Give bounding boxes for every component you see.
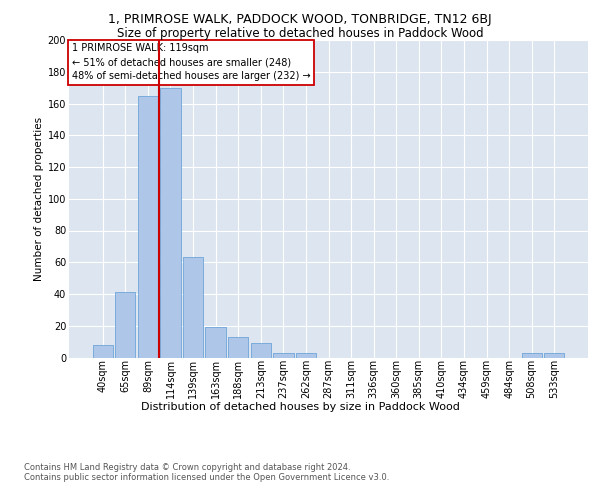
Text: Size of property relative to detached houses in Paddock Wood: Size of property relative to detached ho…	[116, 28, 484, 40]
Bar	[205, 328, 226, 358]
Text: Contains public sector information licensed under the Open Government Licence v3: Contains public sector information licen…	[24, 474, 389, 482]
Bar	[544, 352, 565, 358]
Bar	[138, 96, 158, 358]
Bar	[296, 352, 316, 358]
Bar	[115, 292, 136, 358]
Bar	[273, 352, 293, 358]
Text: 1, PRIMROSE WALK, PADDOCK WOOD, TONBRIDGE, TN12 6BJ: 1, PRIMROSE WALK, PADDOCK WOOD, TONBRIDG…	[108, 12, 492, 26]
Bar	[183, 258, 203, 358]
Text: 1 PRIMROSE WALK: 119sqm
← 51% of detached houses are smaller (248)
48% of semi-d: 1 PRIMROSE WALK: 119sqm ← 51% of detache…	[71, 43, 310, 81]
Bar	[228, 337, 248, 357]
Text: Distribution of detached houses by size in Paddock Wood: Distribution of detached houses by size …	[140, 402, 460, 412]
Text: Contains HM Land Registry data © Crown copyright and database right 2024.: Contains HM Land Registry data © Crown c…	[24, 462, 350, 471]
Bar	[160, 88, 181, 358]
Bar	[251, 343, 271, 357]
Bar	[521, 352, 542, 358]
Bar	[92, 345, 113, 358]
Y-axis label: Number of detached properties: Number of detached properties	[34, 116, 44, 281]
